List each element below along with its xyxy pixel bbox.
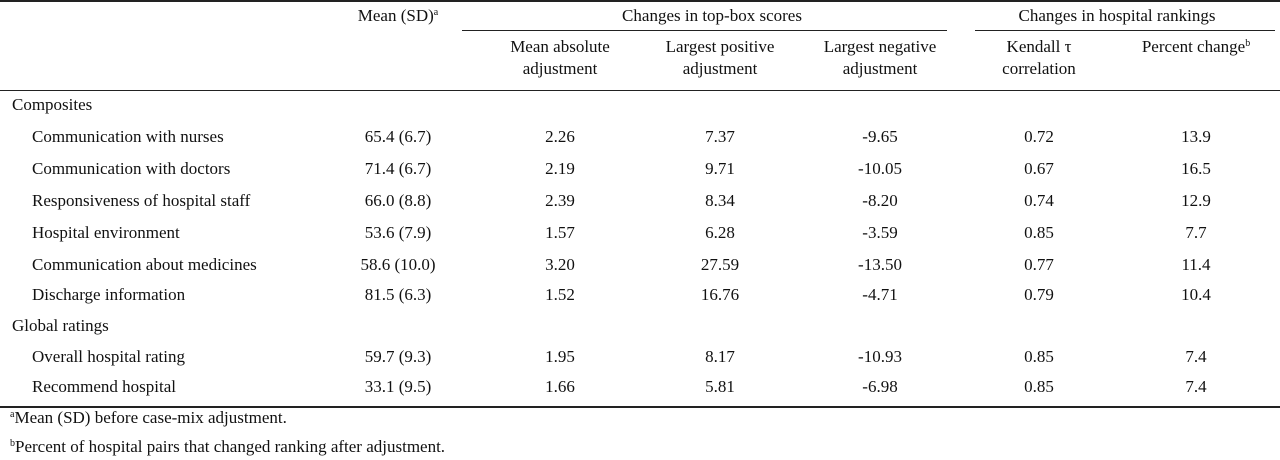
rankings-group-rule xyxy=(975,30,1275,31)
largest-neg-cell: -10.05 xyxy=(858,159,902,178)
mean-abs-cell: 1.95 xyxy=(545,347,575,366)
mean-abs-cell: 2.39 xyxy=(545,191,575,210)
row-label: Discharge information xyxy=(32,285,186,304)
section-title-global-ratings: Global ratings xyxy=(12,316,109,335)
pct-change-cell: 7.4 xyxy=(1185,377,1207,396)
kendall-cell: 0.72 xyxy=(1024,127,1054,146)
mean-sd-cell: 81.5 (6.3) xyxy=(364,285,432,304)
header-rule xyxy=(0,90,1280,91)
largest-neg-cell: -10.93 xyxy=(858,347,902,366)
largest-negative-header: Largest negative adjustment xyxy=(823,37,937,78)
footnote-a: aMean (SD) before case-mix adjustment. xyxy=(10,408,287,427)
kendall-cell: 0.85 xyxy=(1024,377,1054,396)
rankings-group-header: Changes in hospital rankings xyxy=(1018,6,1216,25)
largest-pos-cell: 27.59 xyxy=(700,255,740,274)
kendall-cell: 0.67 xyxy=(1024,159,1054,178)
largest-pos-cell: 5.81 xyxy=(705,377,735,396)
largest-pos-cell: 7.37 xyxy=(705,127,735,146)
largest-pos-cell: 9.71 xyxy=(705,159,735,178)
top-rule xyxy=(0,0,1280,2)
kendall-cell: 0.79 xyxy=(1024,285,1054,304)
mean-abs-cell: 3.20 xyxy=(545,255,575,274)
mean-abs-cell: 1.66 xyxy=(545,377,575,396)
kendall-cell: 0.77 xyxy=(1024,255,1054,274)
kendall-cell: 0.74 xyxy=(1024,191,1054,210)
largest-neg-cell: -8.20 xyxy=(862,191,898,210)
mean-sd-header: Mean (SD)a xyxy=(357,6,439,25)
kendall-cell: 0.85 xyxy=(1024,347,1054,366)
percent-change-header: Percent changeb xyxy=(1141,37,1251,56)
pct-change-cell: 11.4 xyxy=(1181,255,1211,274)
mean-abs-cell: 1.52 xyxy=(545,285,575,304)
pct-change-cell: 10.4 xyxy=(1181,285,1211,304)
largest-neg-cell: -3.59 xyxy=(862,223,898,242)
pct-change-cell: 7.4 xyxy=(1185,347,1207,366)
mean-abs-cell: 2.26 xyxy=(545,127,575,146)
footnote-b: bPercent of hospital pairs that changed … xyxy=(10,437,446,456)
largest-pos-cell: 6.28 xyxy=(705,223,735,242)
mean-abs-cell: 1.57 xyxy=(545,223,575,242)
row-label: Hospital environment xyxy=(32,223,180,242)
mean-sd-cell: 71.4 (6.7) xyxy=(364,159,432,178)
kendall-cell: 0.85 xyxy=(1024,223,1054,242)
pct-change-cell: 13.9 xyxy=(1181,127,1211,146)
mean-sd-cell: 33.1 (9.5) xyxy=(364,377,432,396)
pct-change-cell: 16.5 xyxy=(1181,159,1211,178)
largest-positive-header: Largest positive adjustment xyxy=(665,37,775,78)
topbox-group-header: Changes in top-box scores xyxy=(622,6,802,25)
row-label: Communication with doctors xyxy=(32,159,231,178)
section-title-composites: Composites xyxy=(12,95,93,114)
row-label: Communication about medicines xyxy=(32,255,257,274)
mean-sd-cell: 58.6 (10.0) xyxy=(360,255,436,274)
largest-neg-cell: -13.50 xyxy=(858,255,902,274)
pct-change-cell: 12.9 xyxy=(1181,191,1211,210)
mean-absolute-header: Mean absolute adjustment xyxy=(510,37,610,78)
largest-pos-cell: 8.17 xyxy=(705,347,735,366)
mean-sd-cell: 66.0 (8.8) xyxy=(364,191,432,210)
row-label: Communication with nurses xyxy=(32,127,224,146)
mean-sd-cell: 53.6 (7.9) xyxy=(364,223,432,242)
row-label: Responsiveness of hospital staff xyxy=(32,191,251,210)
mean-sd-cell: 59.7 (9.3) xyxy=(364,347,432,366)
row-label: Recommend hospital xyxy=(32,377,177,396)
largest-neg-cell: -4.71 xyxy=(862,285,898,304)
pct-change-cell: 7.7 xyxy=(1185,223,1207,242)
row-label: Overall hospital rating xyxy=(32,347,185,366)
kendall-header: Kendall τ correlation xyxy=(1002,37,1076,78)
topbox-group-rule xyxy=(462,30,947,31)
bottom-rule xyxy=(0,406,1280,408)
largest-neg-cell: -6.98 xyxy=(862,377,898,396)
mean-abs-cell: 2.19 xyxy=(545,159,575,178)
largest-neg-cell: -9.65 xyxy=(862,127,898,146)
largest-pos-cell: 8.34 xyxy=(705,191,735,210)
mean-sd-cell: 65.4 (6.7) xyxy=(364,127,432,146)
largest-pos-cell: 16.76 xyxy=(700,285,740,304)
